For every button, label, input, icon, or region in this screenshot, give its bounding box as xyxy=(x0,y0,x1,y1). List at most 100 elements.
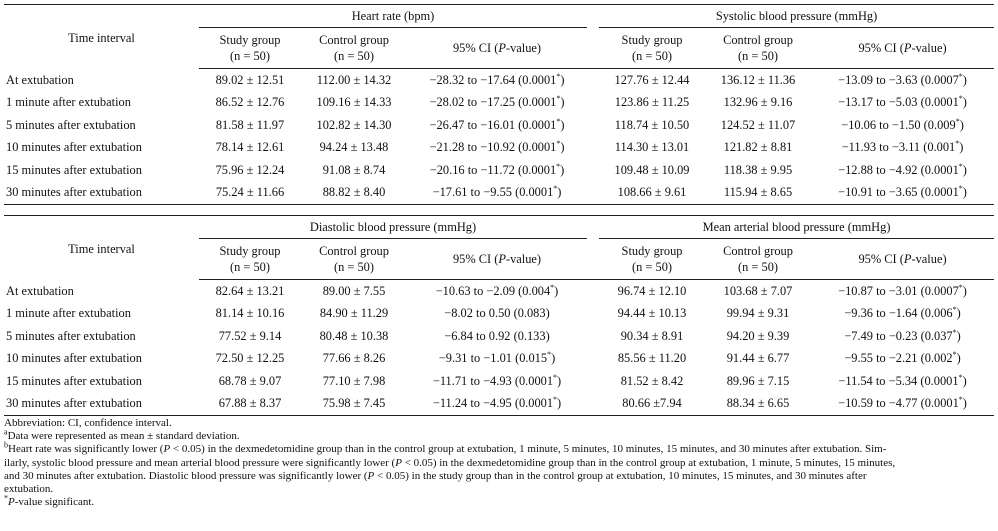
column-gap xyxy=(587,69,599,92)
control-value: 124.52 ± 11.07 xyxy=(720,117,796,132)
study-value: 78.14 ± 12.61 xyxy=(215,140,285,155)
table1-body: At extubation 89.02 ± 12.51 112.00 ± 14.32… xyxy=(4,69,995,205)
control-value: 77.66 ± 8.26 xyxy=(322,351,386,366)
control-value: 136.12 ± 11.36 xyxy=(720,72,796,87)
study-value: 94.44 ± 10.13 xyxy=(617,306,687,321)
ci-value: −12.88 to −4.92 (0.0001*) xyxy=(838,161,967,177)
ci-value: −7.49 to −0.23 (0.037*) xyxy=(844,327,961,343)
column-gap xyxy=(587,370,599,393)
ci-value: −10.87 to −3.01 (0.0007*) xyxy=(838,282,967,298)
control-value: 89.00 ± 7.55 xyxy=(322,283,386,298)
col-ci: 95% CI (P-value) xyxy=(407,27,588,69)
ci-value: −11.93 to −3.11 (0.001*) xyxy=(841,139,964,155)
ci-value: −9.31 to −1.01 (0.015*) xyxy=(438,350,556,366)
control-value: 77.10 ± 7.98 xyxy=(322,373,386,388)
table-wrapper: Time interval Heart rate (bpm) Systolic … xyxy=(4,4,995,509)
control-value: 99.94 ± 9.31 xyxy=(726,306,790,321)
row-label: 10 minutes after extubation xyxy=(6,140,142,155)
control-value: 112.00 ± 14.32 xyxy=(316,72,392,87)
table-row: 10 minutes after extubation 72.50 ± 12.25… xyxy=(4,348,994,371)
column-gap xyxy=(587,325,599,348)
ci-value: −9.36 to −1.64 (0.006*) xyxy=(844,305,961,321)
row-label: 30 minutes after extubation xyxy=(6,396,142,411)
control-value: 75.98 ± 7.45 xyxy=(322,396,386,411)
control-value: 115.94 ± 8.65 xyxy=(723,185,793,200)
ci-value: −28.32 to −17.64 (0.0001*) xyxy=(429,71,565,87)
row-label: 15 minutes after extubation xyxy=(6,373,142,388)
study-value: 89.02 ± 12.51 xyxy=(215,72,285,87)
study-value: 109.48 ± 10.09 xyxy=(614,162,690,177)
table-row: 1 minute after extubation 81.14 ± 10.16 84… xyxy=(4,303,994,326)
row-label: At extubation xyxy=(6,283,74,298)
col-study-group: Study group (n = 50) xyxy=(599,27,706,69)
ci-value: −10.91 to −3.65 (0.0001*) xyxy=(838,184,967,200)
ci-value: −20.16 to −11.72 (0.0001*) xyxy=(429,161,565,177)
control-value: 94.20 ± 9.39 xyxy=(726,328,790,343)
table-row: At extubation 89.02 ± 12.51 112.00 ± 14.32… xyxy=(4,69,994,92)
footnote-b: bHeart rate was significantly lower (P <… xyxy=(4,440,896,496)
column-gap xyxy=(587,348,599,371)
study-value: 75.96 ± 12.24 xyxy=(215,162,285,177)
footnotes: Abbreviation: CI, confidence interval. a… xyxy=(4,417,994,509)
group-header-diastolic: Diastolic blood pressure (mmHg) xyxy=(199,215,588,239)
table-row: 30 minutes after extubation 67.88 ± 8.37 7… xyxy=(4,393,995,416)
ci-value: −10.06 to −1.50 (0.009*) xyxy=(841,116,964,132)
table-row: 1 minute after extubation 86.52 ± 12.76 10… xyxy=(4,92,994,115)
ci-value: −11.24 to −4.95 (0.0001*) xyxy=(432,395,562,411)
col-ci: 95% CI (P-value) xyxy=(407,238,588,280)
study-value: 114.30 ± 13.01 xyxy=(614,140,690,155)
footnote-a: aData were represented as mean ± standar… xyxy=(4,427,240,443)
ci-value: −13.17 to −5.03 (0.0001*) xyxy=(838,94,967,110)
column-gap xyxy=(587,137,599,160)
column-gap xyxy=(587,114,599,137)
control-value: 84.90 ± 11.29 xyxy=(319,306,389,321)
study-value: 86.52 ± 12.76 xyxy=(215,95,285,110)
study-value: 81.14 ± 10.16 xyxy=(215,306,285,321)
table1-header: Time interval Heart rate (bpm) Systolic … xyxy=(4,4,995,69)
col-study-group: Study group (n = 50) xyxy=(199,27,301,69)
table2-body: At extubation 82.64 ± 13.21 89.00 ± 7.55 −1… xyxy=(4,280,995,416)
study-value: 82.64 ± 13.21 xyxy=(215,283,285,298)
control-value: 88.34 ± 6.65 xyxy=(726,396,790,411)
ci-value: −17.61 to −9.55 (0.0001*) xyxy=(432,184,562,200)
ci-value: −26.47 to −16.01 (0.0001*) xyxy=(429,116,565,132)
ci-value: −21.28 to −10.92 (0.0001*) xyxy=(429,139,565,155)
group-header-systolic: Systolic blood pressure (mmHg) xyxy=(599,4,995,28)
table-row: 5 minutes after extubation 77.52 ± 9.14 80… xyxy=(4,325,994,348)
ci-value: −13.09 to −3.63 (0.0007*) xyxy=(838,71,967,87)
row-label: 30 minutes after extubation xyxy=(6,185,142,200)
study-value: 127.76 ± 12.44 xyxy=(614,72,690,87)
control-value: 132.96 ± 9.16 xyxy=(723,95,793,110)
footnote-star: *P-value significant. xyxy=(4,493,95,509)
col-ci: 95% CI (P-value) xyxy=(811,27,995,69)
ci-value: −11.71 to −4.93 (0.0001*) xyxy=(432,372,562,388)
table-row: 10 minutes after extubation 78.14 ± 12.61… xyxy=(4,137,994,160)
col-study-group: Study group (n = 50) xyxy=(599,238,706,280)
col-ci: 95% CI (P-value) xyxy=(811,238,995,280)
control-value: 118.38 ± 9.95 xyxy=(723,162,793,177)
column-gap xyxy=(587,182,599,205)
control-value: 88.82 ± 8.40 xyxy=(322,185,386,200)
group-header-mean-arterial: Mean arterial blood pressure (mmHg) xyxy=(599,215,995,239)
column-gap xyxy=(587,280,599,303)
ci-value: −28.02 to −17.25 (0.0001*) xyxy=(429,94,565,110)
study-value: 80.66 ±7.94 xyxy=(622,396,682,411)
row-label: 1 minute after extubation xyxy=(6,95,131,110)
column-gap xyxy=(587,393,599,416)
row-label: 1 minute after extubation xyxy=(6,306,131,321)
study-value: 118.74 ± 10.50 xyxy=(614,117,690,132)
col-control-group: Control group (n = 50) xyxy=(301,27,407,69)
study-value: 68.78 ± 9.07 xyxy=(218,373,282,388)
study-value: 81.58 ± 11.97 xyxy=(215,117,285,132)
study-value: 72.50 ± 12.25 xyxy=(215,351,285,366)
time-interval-header: Time interval xyxy=(68,242,135,257)
control-value: 80.48 ± 10.38 xyxy=(319,328,389,343)
ci-value: −10.59 to −4.77 (0.0001*) xyxy=(838,395,967,411)
table-row: At extubation 82.64 ± 13.21 89.00 ± 7.55 −1… xyxy=(4,280,994,303)
ci-value: −10.63 to −2.09 (0.004*) xyxy=(435,282,559,298)
col-control-group: Control group (n = 50) xyxy=(301,238,407,280)
study-value: 75.24 ± 11.66 xyxy=(215,185,285,200)
ci-value: −9.55 to −2.21 (0.002*) xyxy=(844,350,961,366)
group-header-heart-rate: Heart rate (bpm) xyxy=(199,4,588,28)
study-value: 67.88 ± 8.37 xyxy=(218,396,282,411)
